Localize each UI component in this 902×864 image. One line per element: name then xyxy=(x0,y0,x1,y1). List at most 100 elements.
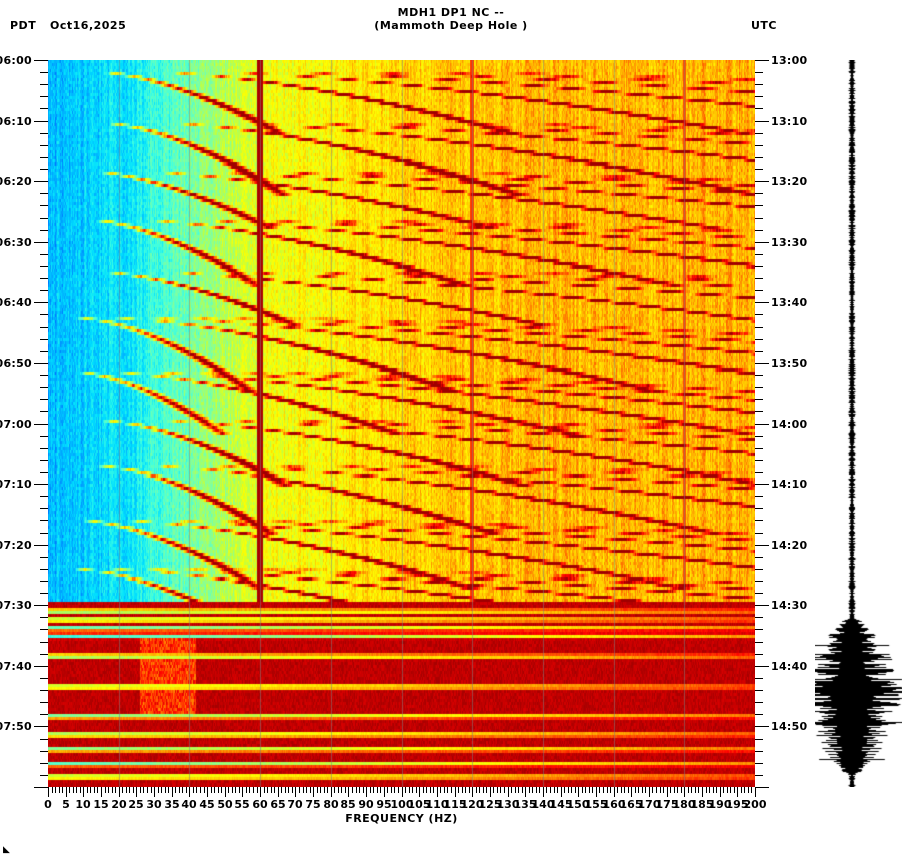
freq-tick-minor xyxy=(310,787,311,793)
time-tick-minor xyxy=(40,678,48,679)
time-label-utc: 13:50 xyxy=(771,357,808,370)
time-tick-minor xyxy=(755,690,763,691)
time-label-local: 06:40 xyxy=(0,296,32,309)
time-tick-minor xyxy=(40,714,48,715)
freq-tick-minor xyxy=(303,787,304,793)
freq-tick-minor xyxy=(306,787,307,793)
station-title: MDH1 DP1 NC -- xyxy=(397,6,505,19)
freq-tick-minor xyxy=(522,787,523,793)
freq-tick-major xyxy=(189,787,190,797)
time-tick-minor xyxy=(40,472,48,473)
freq-tick-label: 200 xyxy=(743,798,767,811)
freq-tick-minor xyxy=(55,787,56,793)
time-tick-minor xyxy=(755,96,763,97)
freq-tick-major xyxy=(366,787,367,797)
freq-tick-minor xyxy=(698,787,699,793)
time-tick-minor xyxy=(40,351,48,352)
freq-tick-minor xyxy=(356,787,357,793)
freq-tick-minor xyxy=(447,787,448,793)
time-tick-major xyxy=(34,302,48,303)
time-label-utc: 14:30 xyxy=(771,599,808,612)
freq-tick-minor xyxy=(380,787,381,793)
frequency-axis: 0 5 10 15 20 25 30 35 40 45 50 55 60 65 70 75 80 85 90 95 10… xyxy=(44,787,766,817)
time-label-utc: 13:00 xyxy=(771,54,808,67)
freq-tick-minor xyxy=(299,787,300,793)
freq-tick-major xyxy=(472,787,473,797)
time-tick-minor xyxy=(755,472,763,473)
freq-tick-minor xyxy=(532,787,533,793)
time-tick-minor xyxy=(40,557,48,558)
freq-tick-minor xyxy=(451,787,452,793)
time-label-utc: 14:50 xyxy=(771,720,808,733)
freq-tick-major xyxy=(508,787,509,797)
freq-tick-minor xyxy=(281,787,282,793)
freq-tick-minor xyxy=(741,787,742,793)
freq-tick-minor xyxy=(338,787,339,793)
freq-tick-label: 30 xyxy=(146,798,162,811)
time-label-utc: 13:30 xyxy=(771,236,808,249)
freq-tick-minor xyxy=(500,787,501,793)
freq-tick-minor xyxy=(730,787,731,793)
time-tick-minor xyxy=(755,593,763,594)
time-tick-minor xyxy=(40,411,48,412)
freq-tick-major xyxy=(755,787,756,797)
time-tick-minor xyxy=(40,145,48,146)
time-tick-minor xyxy=(40,314,48,315)
freq-tick-minor xyxy=(274,787,275,793)
seismogram-trace xyxy=(815,60,902,787)
time-tick-minor xyxy=(755,314,763,315)
time-tick-minor xyxy=(40,763,48,764)
time-tick-minor xyxy=(40,157,48,158)
time-tick-minor xyxy=(40,399,48,400)
time-tick-minor xyxy=(755,533,763,534)
time-label-utc: 14:10 xyxy=(771,478,808,491)
freq-tick-minor xyxy=(204,787,205,793)
time-tick-minor xyxy=(755,775,763,776)
freq-tick-minor xyxy=(271,787,272,793)
time-tick-minor xyxy=(40,448,48,449)
freq-tick-minor xyxy=(681,787,682,793)
station-subtitle: (Mammoth Deep Hole ) xyxy=(374,19,528,32)
time-tick-major xyxy=(34,363,48,364)
freq-tick-label: 85 xyxy=(340,798,356,811)
time-tick-minor xyxy=(40,508,48,509)
freq-tick-minor xyxy=(122,787,123,793)
freq-tick-minor xyxy=(628,787,629,793)
time-label-local: 06:20 xyxy=(0,175,32,188)
time-tick-minor xyxy=(755,84,763,85)
time-tick-minor xyxy=(40,218,48,219)
freq-tick-label: 25 xyxy=(128,798,144,811)
freq-tick-minor xyxy=(465,787,466,793)
freq-tick-minor xyxy=(677,787,678,793)
time-axis-local: 06:00 06:10 06:20 06:30 06:40 06:50 07:00 07:10… xyxy=(0,54,48,788)
freq-tick-minor xyxy=(440,787,441,793)
time-tick-major xyxy=(755,302,769,303)
freq-tick-label: 80 xyxy=(323,798,339,811)
freq-tick-minor xyxy=(409,787,410,793)
freq-tick-minor xyxy=(709,787,710,793)
time-tick-minor xyxy=(40,96,48,97)
freq-tick-major xyxy=(313,787,314,797)
freq-tick-label: 90 xyxy=(358,798,374,811)
freq-tick-minor xyxy=(748,787,749,793)
freq-tick-minor xyxy=(168,787,169,793)
freq-tick-minor xyxy=(239,787,240,793)
freq-tick-minor xyxy=(151,787,152,793)
freq-tick-major xyxy=(83,787,84,797)
freq-tick-minor xyxy=(359,787,360,793)
freq-tick-minor xyxy=(221,787,222,793)
freq-tick-label: 65 xyxy=(270,798,286,811)
freq-tick-minor xyxy=(617,787,618,793)
freq-tick-label: 130 xyxy=(496,798,520,811)
time-tick-minor xyxy=(755,642,763,643)
freq-tick-minor xyxy=(476,787,477,793)
time-tick-minor xyxy=(755,448,763,449)
freq-tick-major xyxy=(260,787,261,797)
freq-tick-label: 100 xyxy=(390,798,414,811)
freq-tick-label: 40 xyxy=(181,798,197,811)
spectrogram-plot xyxy=(48,60,755,787)
time-tick-minor xyxy=(755,496,763,497)
freq-tick-major xyxy=(66,787,67,797)
time-tick-minor xyxy=(755,460,763,461)
freq-tick-minor xyxy=(652,787,653,793)
